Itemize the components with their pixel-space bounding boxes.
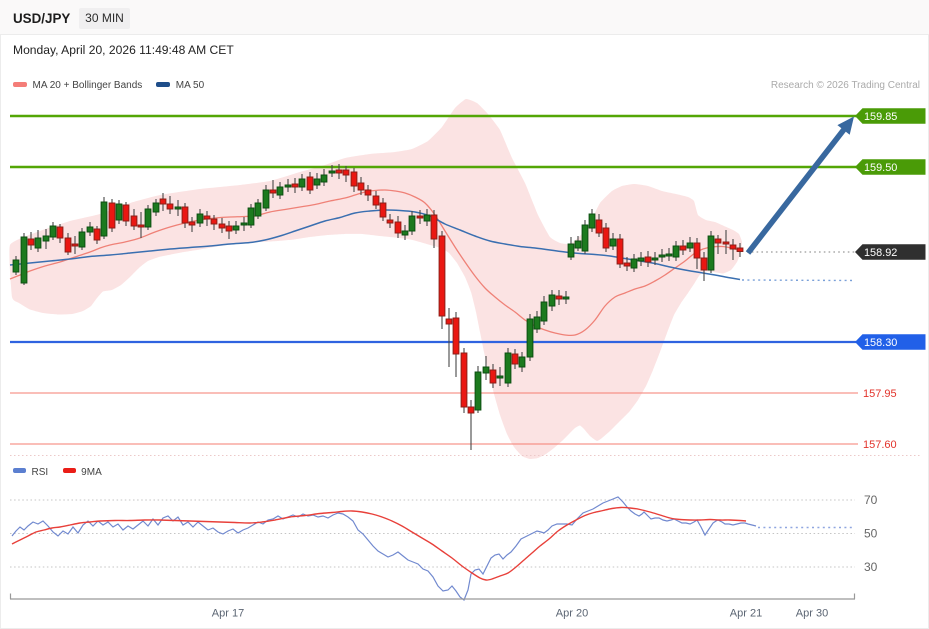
svg-text:50: 50 bbox=[864, 527, 878, 541]
svg-text:158.92: 158.92 bbox=[864, 247, 897, 259]
svg-text:159.85: 159.85 bbox=[864, 111, 897, 123]
svg-text:157.60: 157.60 bbox=[863, 439, 897, 451]
svg-text:157.95: 157.95 bbox=[863, 388, 897, 400]
svg-text:Apr 21: Apr 21 bbox=[730, 608, 762, 620]
svg-text:70: 70 bbox=[864, 493, 878, 507]
svg-text:Apr 20: Apr 20 bbox=[556, 608, 588, 620]
svg-text:30: 30 bbox=[864, 560, 878, 574]
svg-text:159.50: 159.50 bbox=[864, 162, 897, 174]
svg-text:Apr 30: Apr 30 bbox=[796, 608, 828, 620]
svg-text:Apr 17: Apr 17 bbox=[212, 608, 244, 620]
svg-text:158.30: 158.30 bbox=[864, 337, 897, 349]
